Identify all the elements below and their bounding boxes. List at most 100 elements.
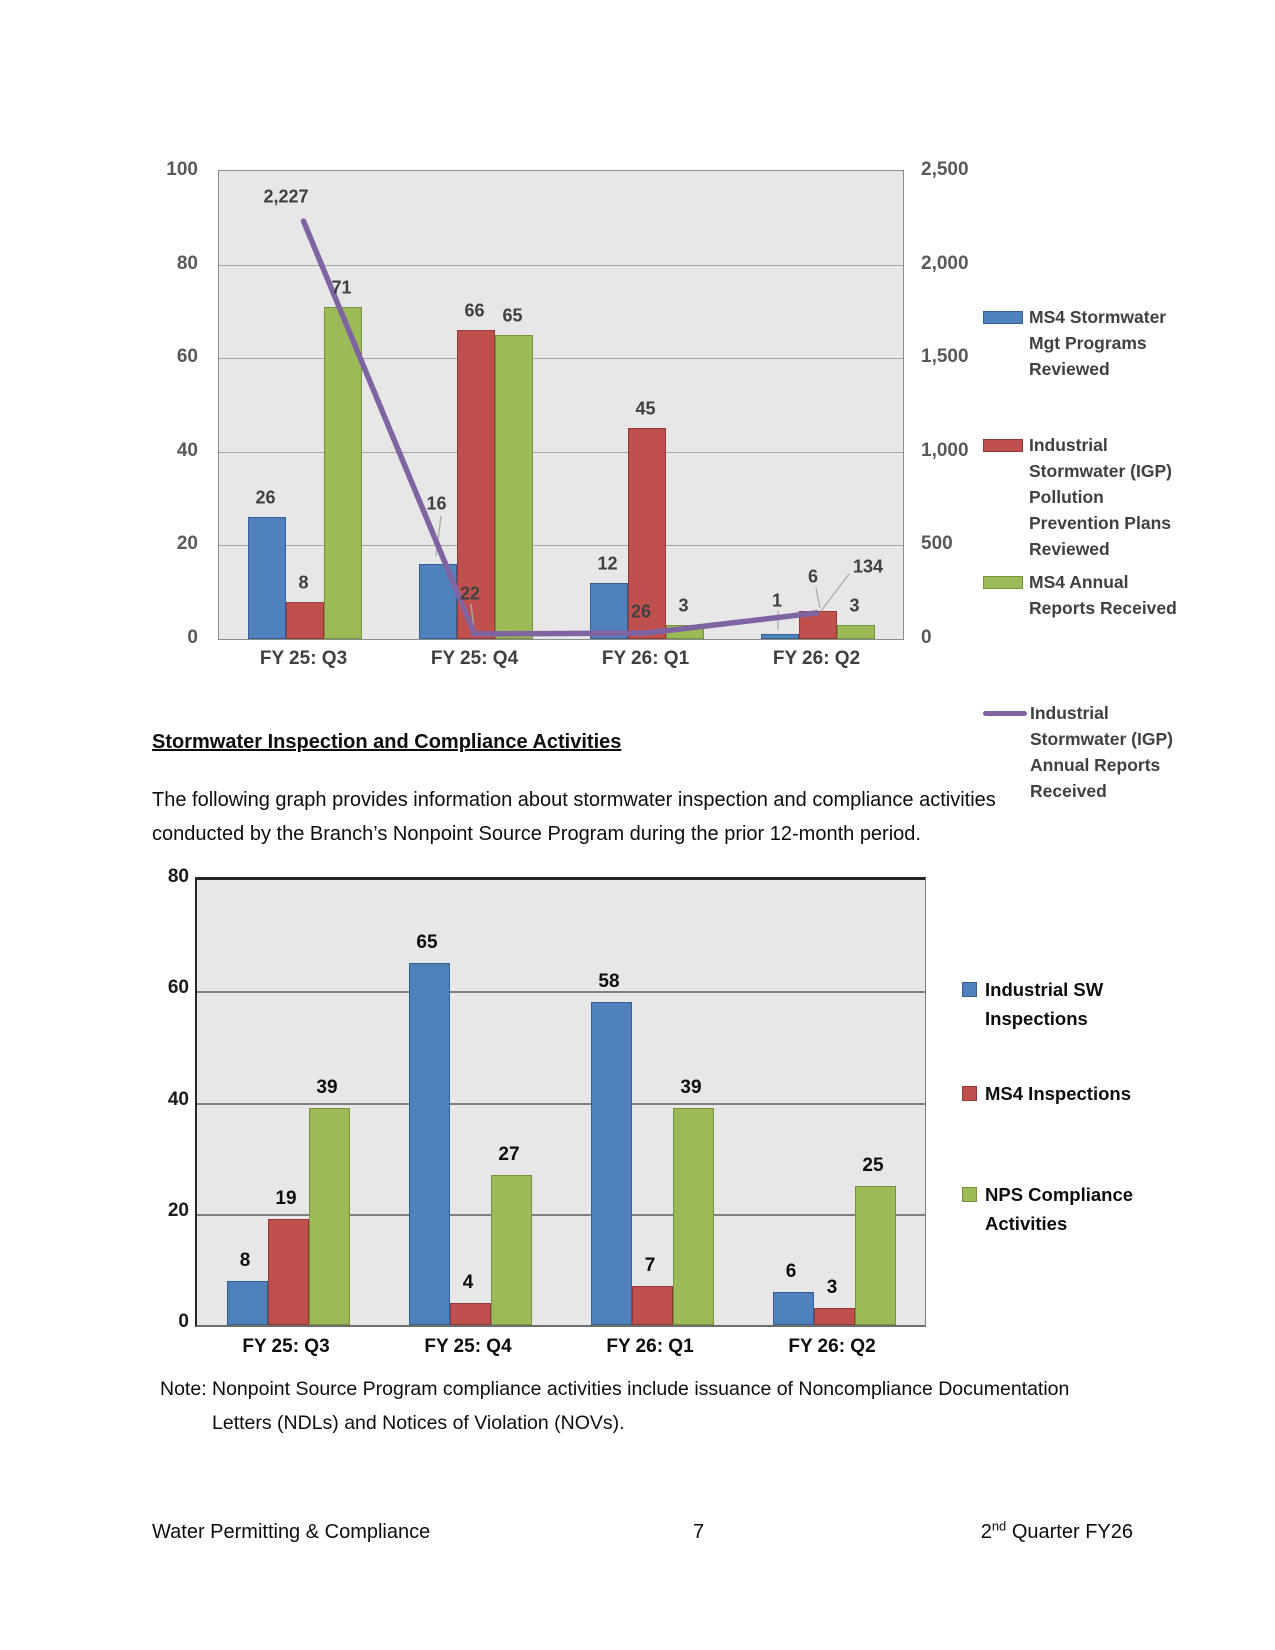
footer-ordinal-suffix: nd — [991, 1518, 1007, 1534]
chart1-value-label: 3 — [678, 595, 689, 616]
bar-ms4-reports-2 — [665, 624, 704, 639]
chart1-value-label: 3 — [849, 595, 860, 616]
note-body: Nonpoint Source Program compliance activ… — [212, 1372, 1069, 1440]
chart1-value-label: 26 — [255, 487, 276, 508]
legend-item-igp-plans: Industrial Stormwater (IGP) Pollution Pr… — [983, 432, 1198, 562]
legend-bar-swatch — [983, 576, 1023, 589]
chart1-left-tick: 0 — [187, 627, 198, 648]
chart1-value-label: 45 — [635, 398, 656, 419]
chart2-value-label: 65 — [416, 932, 438, 954]
bar-nps-compliance-2 — [672, 1108, 714, 1325]
chart2-value-label: 4 — [462, 1271, 474, 1293]
bar-ms4-reports-3 — [836, 624, 875, 639]
chart2-category-label: FY 25: Q4 — [424, 1336, 512, 1357]
bar-nps-compliance-0 — [308, 1108, 350, 1325]
chart1-right-tick: 500 — [921, 533, 953, 555]
stormwater-inspection-chart: 0 20 40 60 80 FY 25: Q3 FY 25: Q4 FY 26: Q1 FY … — [155, 855, 1155, 1367]
chart2-gridline — [197, 991, 925, 994]
chart1-left-tick: 20 — [176, 533, 198, 555]
footer-quarter-number: 2 — [980, 1521, 992, 1543]
chart2-gridline — [197, 1213, 925, 1216]
chart-note: Note: Nonpoint Source Program compliance… — [160, 1372, 1069, 1440]
chart2-left-tick: 0 — [178, 1311, 189, 1332]
legend-label: MS4 Inspections — [985, 1083, 1131, 1104]
chart1-category-label: FY 26: Q1 — [601, 648, 690, 669]
chart2-value-label: 58 — [598, 971, 620, 993]
chart1-category-label: FY 25: Q4 — [430, 648, 519, 669]
chart1-left-tick: 100 — [166, 159, 198, 180]
chart1-value-label: 16 — [426, 493, 447, 514]
legend-bar-swatch — [983, 311, 1023, 324]
intro-paragraph: The following graph provides information… — [152, 789, 996, 845]
bar-ms4-programs-1 — [418, 564, 457, 639]
chart1-line-value-label: 26 — [630, 601, 652, 622]
legend-bar-swatch — [962, 1187, 977, 1202]
chart1-line-value-label: 2,227 — [263, 186, 309, 207]
chart2-value-label: 7 — [644, 1255, 656, 1277]
chart1-right-tick: 2,000 — [921, 252, 969, 274]
chart1-right-tick: 1,500 — [921, 346, 969, 368]
section-heading: Stormwater Inspection and Compliance Act… — [152, 731, 622, 753]
chart1-value-label: 66 — [464, 300, 485, 321]
chart2-category-label: FY 26: Q2 — [788, 1336, 876, 1357]
note-label: Note: — [160, 1378, 207, 1400]
legend-label: Industrial Stormwater (IGP) Pollution Pr… — [1029, 435, 1172, 559]
bar-ms4-inspections-0 — [267, 1219, 309, 1325]
chart2-value-label: 3 — [826, 1277, 838, 1299]
chart1-left-tick: 80 — [176, 252, 198, 274]
legend-line-swatch — [983, 711, 1027, 716]
footer-quarter-label: 2nd Quarter FY26 — [981, 1519, 1133, 1545]
note-line-1: Nonpoint Source Program compliance activ… — [212, 1378, 1070, 1400]
legend-bar-swatch — [962, 1086, 977, 1101]
legend-item-ms4-inspections: MS4 Inspections — [962, 1079, 1160, 1108]
bar-industrial-sw-2 — [590, 1002, 632, 1325]
chart1-category-label: FY 26: Q2 — [772, 648, 861, 669]
footer-document-title: Water Permitting & Compliance — [152, 1521, 431, 1543]
chart2-category-label: FY 26: Q1 — [606, 1336, 694, 1357]
bar-igp-plans-0 — [285, 601, 324, 639]
chart1-gridline — [219, 358, 903, 360]
legend-label: NPS Compliance Activities — [985, 1184, 1134, 1234]
chart2-value-label: 39 — [680, 1077, 702, 1099]
bar-ms4-reports-0 — [323, 306, 362, 639]
chart2-left-tick: 80 — [167, 866, 189, 887]
chart2-value-label: 6 — [785, 1260, 797, 1282]
legend-bar-swatch — [962, 982, 977, 997]
chart1-line-value-label: 22 — [459, 583, 481, 604]
chart1-value-label: 12 — [597, 553, 618, 574]
legend-bar-swatch — [983, 439, 1023, 452]
chart2-left-tick: 20 — [167, 1199, 189, 1221]
chart2-value-label: 27 — [498, 1143, 520, 1165]
chart1-left-tick: 60 — [176, 346, 198, 368]
bar-nps-compliance-3 — [854, 1185, 896, 1325]
legend-label: Industrial SW Inspections — [985, 979, 1104, 1029]
chart1-value-label: 6 — [807, 566, 819, 587]
bar-ms4-inspections-1 — [449, 1302, 491, 1325]
chart1-line-value-label: 134 — [852, 556, 884, 577]
chart2-value-label: 19 — [275, 1188, 297, 1210]
bar-ms4-programs-3 — [760, 634, 799, 639]
chart1-value-label: 1 — [771, 590, 783, 611]
legend-label: MS4 Annual Reports Received — [1029, 572, 1177, 618]
bar-ms4-inspections-2 — [631, 1286, 673, 1325]
bar-ms4-reports-1 — [494, 334, 533, 639]
chart1-right-tick: 2,500 — [921, 159, 969, 180]
chart1-value-label: 65 — [502, 305, 523, 326]
note-line-2: Letters (NDLs) and Notices of Violation … — [212, 1412, 625, 1434]
chart2-plot-area — [195, 877, 926, 1327]
chart2-gridline — [197, 1102, 925, 1105]
chart2-value-label: 8 — [239, 1249, 251, 1271]
chart1-gridline — [219, 545, 903, 547]
chart2-value-label: 25 — [862, 1154, 884, 1176]
chart2-category-label: FY 25: Q3 — [242, 1336, 330, 1357]
chart1-gridline — [219, 451, 903, 453]
legend-item-igp-annual-reports: Industrial Stormwater (IGP) Annual Repor… — [983, 700, 1198, 804]
chart2-value-label: 39 — [316, 1077, 338, 1099]
chart1-gridline — [219, 264, 903, 266]
bar-industrial-sw-0 — [226, 1280, 268, 1325]
chart1-value-label: 71 — [331, 277, 352, 298]
footer-quarter-text: Quarter FY26 — [1006, 1521, 1133, 1543]
stormwater-program-review-chart: 0 20 40 60 80 100 0 500 1,000 1,500 2,000 2,500 FY… — [140, 140, 1177, 801]
bar-industrial-sw-1 — [408, 963, 450, 1325]
